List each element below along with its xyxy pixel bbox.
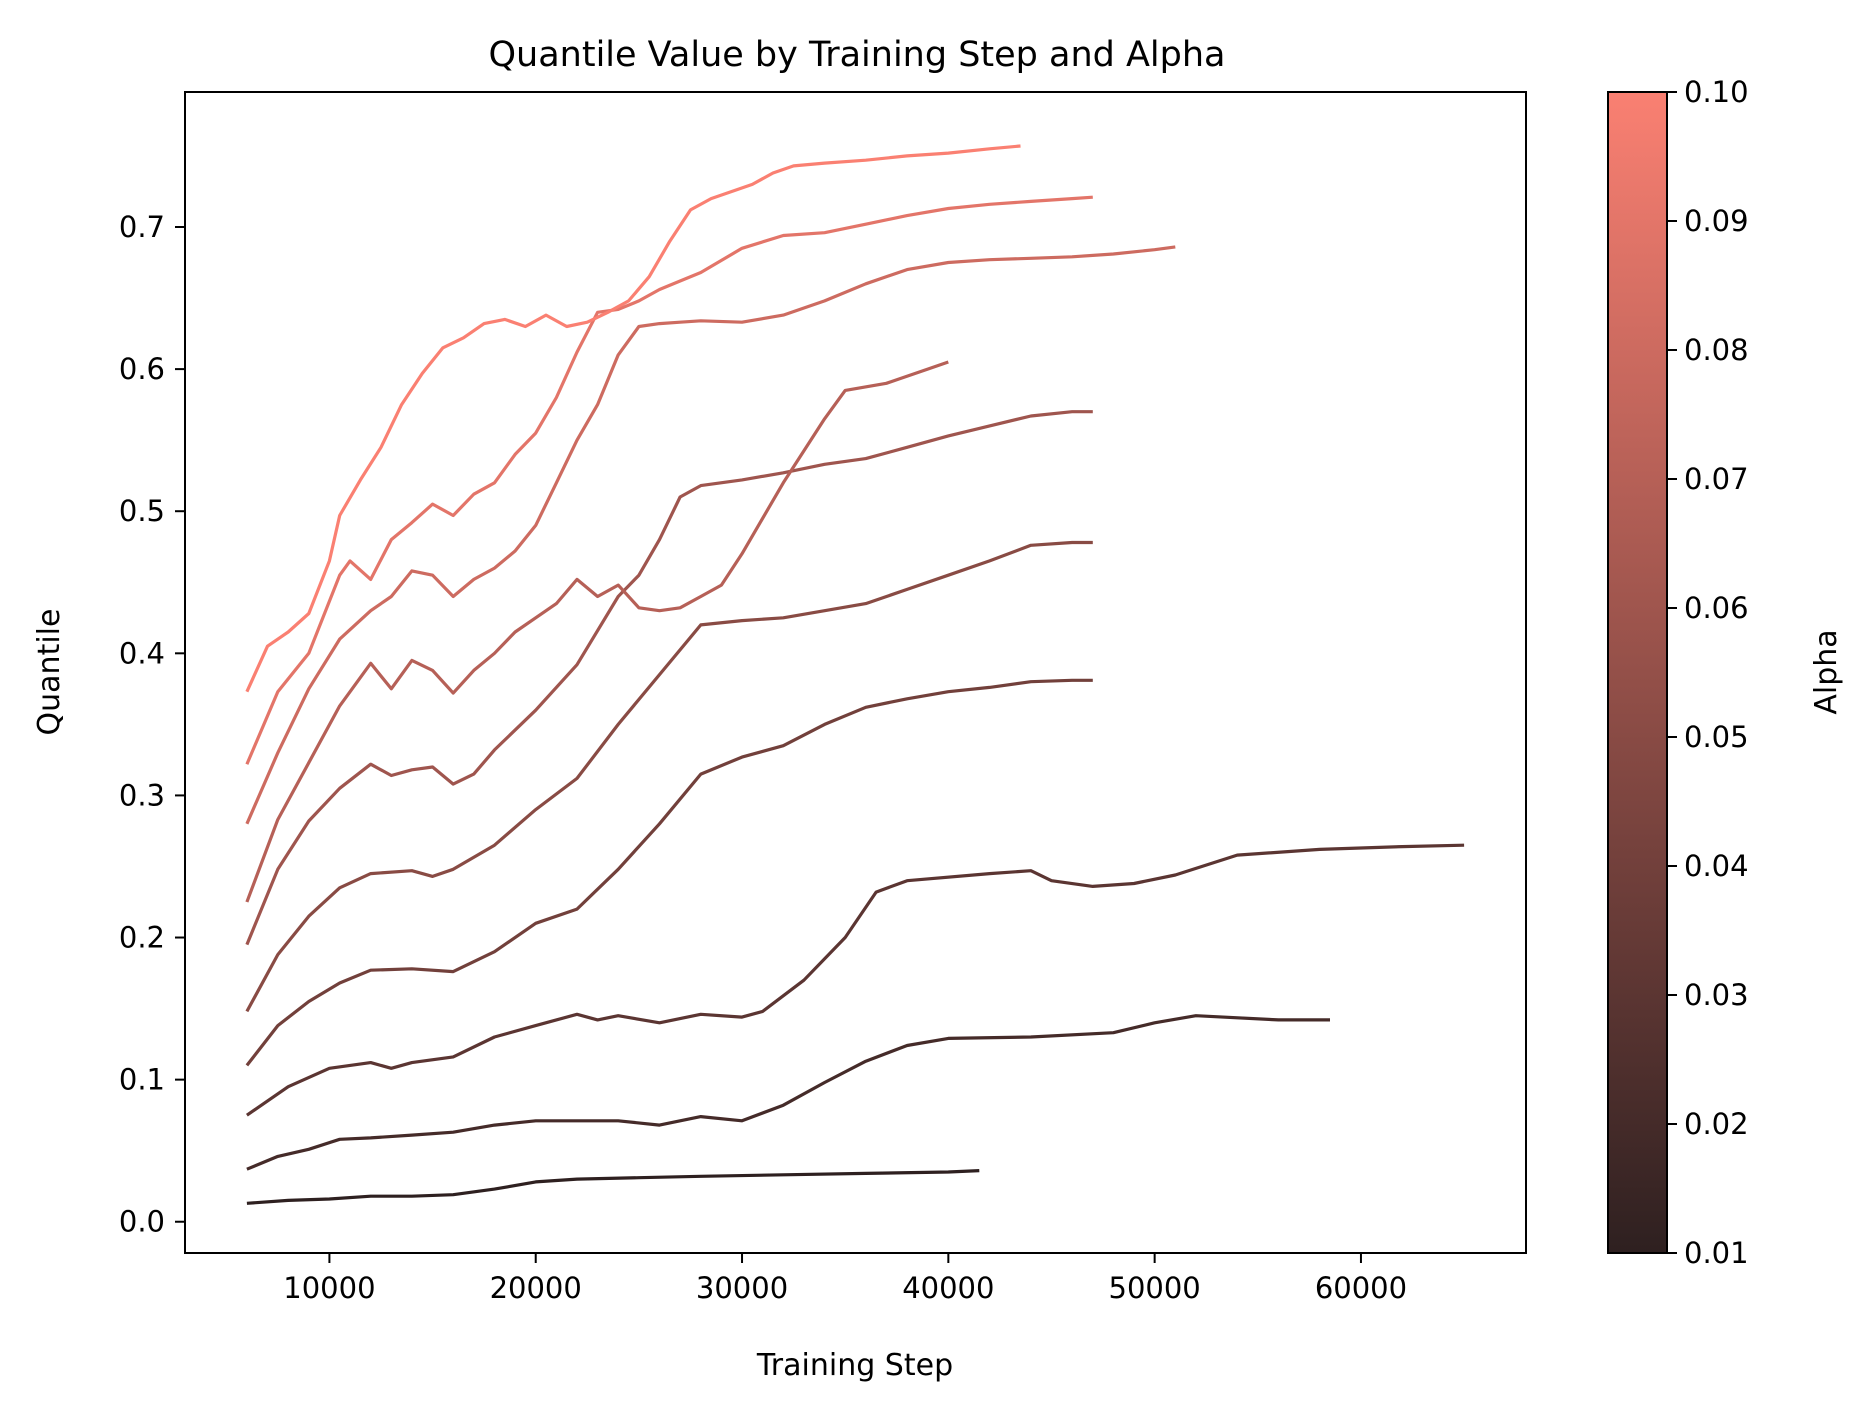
colorbar-ticks: 0.01 0.02 0.03 0.04 0.05 0.06 0.07 0.08 0.09 0.10 bbox=[1667, 75, 1749, 1270]
x-tick-label: 10000 bbox=[283, 1271, 375, 1305]
x-tick-label: 40000 bbox=[902, 1271, 994, 1305]
x-tick-label: 30000 bbox=[696, 1271, 788, 1305]
series-line-5 bbox=[245, 540, 1093, 1013]
y-tick-label: 0.6 bbox=[119, 352, 165, 386]
colorbar-tick-label: 0.03 bbox=[1684, 978, 1749, 1012]
colorbar-label: Alpha bbox=[1809, 629, 1844, 714]
colorbar-tick-label: 0.04 bbox=[1684, 849, 1749, 883]
series-line-6 bbox=[245, 410, 1093, 946]
series-line-10 bbox=[245, 144, 1021, 693]
x-tick-label: 20000 bbox=[490, 1271, 582, 1305]
x-tick-label: 50000 bbox=[1109, 1271, 1201, 1305]
x-axis-label: Training Step bbox=[756, 1348, 953, 1383]
y-tick-label: 0.0 bbox=[119, 1205, 165, 1239]
series-line-9 bbox=[245, 195, 1093, 765]
colorbar-tick-label: 0.05 bbox=[1684, 720, 1749, 754]
colorbar-tick-label: 0.07 bbox=[1684, 462, 1749, 496]
series-line-4 bbox=[245, 678, 1093, 1067]
series-line-2 bbox=[246, 1014, 1330, 1171]
colorbar-tick-label: 0.09 bbox=[1684, 204, 1749, 238]
y-tick-label: 0.1 bbox=[119, 1063, 165, 1097]
series-line-3 bbox=[245, 843, 1465, 1117]
series-line-8 bbox=[245, 245, 1176, 825]
y-tick-label: 0.2 bbox=[119, 921, 165, 955]
colorbar-tick-label: 0.08 bbox=[1684, 333, 1749, 367]
series-line-7 bbox=[245, 360, 949, 903]
y-axis-label: Quantile bbox=[32, 609, 67, 736]
y-tick-label: 0.4 bbox=[119, 636, 165, 670]
colorbar bbox=[1607, 91, 1668, 1254]
y-tick-label: 0.3 bbox=[119, 778, 165, 812]
x-tick-label: 60000 bbox=[1315, 1271, 1407, 1305]
colorbar-tick-label: 0.01 bbox=[1684, 1236, 1749, 1270]
colorbar-tick-label: 0.10 bbox=[1684, 75, 1749, 109]
x-axis: 10000 20000 30000 40000 50000 60000 bbox=[283, 1253, 1407, 1305]
y-tick-label: 0.7 bbox=[119, 210, 165, 244]
colorbar-tick-label: 0.06 bbox=[1684, 591, 1749, 625]
colorbar-tick-label: 0.02 bbox=[1684, 1107, 1749, 1141]
y-tick-label: 0.5 bbox=[119, 494, 165, 528]
plot-frame bbox=[184, 91, 1527, 1254]
series-lines bbox=[245, 144, 1465, 1205]
series-line-1 bbox=[246, 1169, 980, 1205]
y-axis: 0.0 0.1 0.2 0.3 0.4 0.5 0.6 0.7 bbox=[119, 210, 185, 1239]
chart-title: Quantile Value by Training Step and Alph… bbox=[488, 35, 1225, 75]
